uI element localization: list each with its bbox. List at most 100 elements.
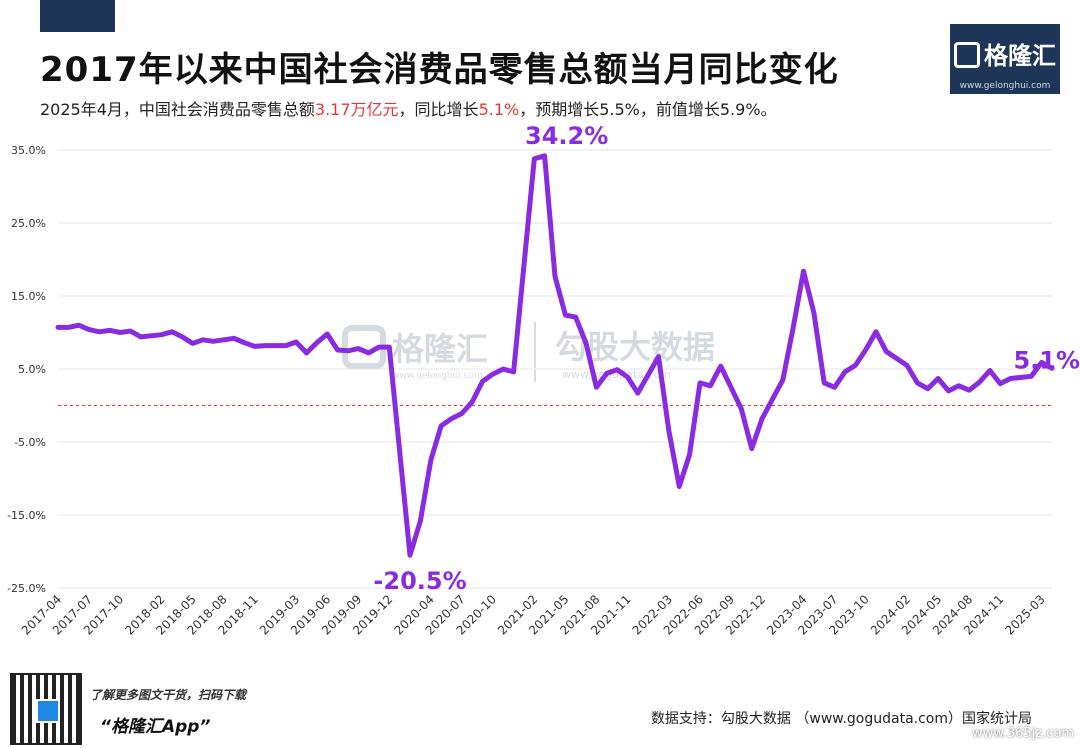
data-point bbox=[408, 553, 412, 557]
data-point bbox=[542, 154, 547, 158]
data-point bbox=[687, 452, 692, 457]
data-point bbox=[801, 269, 806, 273]
data-point bbox=[66, 325, 71, 330]
y-tick-label: 5.0% bbox=[18, 363, 46, 376]
data-point bbox=[563, 313, 568, 317]
data-point bbox=[294, 340, 298, 344]
data-point bbox=[480, 379, 485, 384]
data-point bbox=[491, 372, 495, 376]
data-point bbox=[812, 310, 816, 315]
data-point bbox=[977, 380, 982, 384]
data-source: 数据支持：勾股大数据 （www.gogudata.com）国家统计局 bbox=[650, 711, 1032, 727]
data-point bbox=[325, 332, 330, 336]
data-point bbox=[925, 386, 930, 391]
data-point bbox=[97, 329, 102, 334]
data-point bbox=[470, 400, 474, 404]
data-label: 5.1% bbox=[1013, 346, 1080, 374]
data-point bbox=[211, 339, 216, 344]
watermark: 格隆汇 www.gelonghui.com 勾股大数据 www.gogudata… bbox=[342, 322, 715, 382]
data-point bbox=[201, 338, 205, 342]
data-point bbox=[283, 343, 288, 348]
data-point bbox=[87, 327, 91, 332]
watermark-data: 勾股大数据 bbox=[555, 328, 715, 366]
data-point bbox=[377, 345, 381, 349]
data-point bbox=[366, 351, 371, 355]
data-point bbox=[698, 381, 702, 385]
data-point bbox=[884, 349, 889, 354]
footer-qr-caption: 了解更多图文干货，扫码下载 bbox=[90, 688, 247, 702]
data-point bbox=[387, 345, 392, 349]
data-point bbox=[428, 458, 433, 463]
data-point bbox=[107, 328, 112, 333]
data-point bbox=[511, 370, 516, 374]
y-tick-label: 25.0% bbox=[11, 217, 46, 230]
footer-app-name: “格隆汇App” bbox=[100, 717, 211, 737]
data-point bbox=[56, 325, 60, 330]
data-point bbox=[1008, 376, 1013, 381]
data-point bbox=[780, 378, 785, 382]
data-point bbox=[667, 429, 671, 433]
brand-name: 格隆汇 bbox=[950, 36, 1060, 71]
data-point bbox=[988, 368, 992, 373]
data-point bbox=[460, 411, 464, 416]
data-point bbox=[335, 348, 340, 352]
data-label: 34.2% bbox=[525, 122, 608, 150]
data-point bbox=[832, 385, 837, 390]
data-point bbox=[584, 341, 588, 346]
data-point bbox=[708, 383, 713, 388]
data-point bbox=[853, 363, 858, 368]
corner-tab bbox=[40, 0, 115, 32]
data-point bbox=[315, 340, 319, 345]
y-tick-label: -25.0% bbox=[7, 582, 46, 595]
brand-name-text: 格隆汇 bbox=[984, 42, 1056, 70]
watermark-brand-url: www.gelonghui.com bbox=[392, 371, 483, 381]
x-tick-label: 2025-03 bbox=[1002, 592, 1047, 637]
brand-url: www.gelonghui.com bbox=[959, 81, 1051, 91]
data-point bbox=[449, 416, 454, 421]
data-point bbox=[190, 341, 195, 346]
data-point bbox=[532, 156, 537, 161]
subtitle-value: 3.17万亿元 bbox=[314, 100, 399, 119]
y-tick-label: -5.0% bbox=[14, 436, 46, 449]
qr-code[interactable] bbox=[10, 673, 82, 745]
data-point bbox=[656, 354, 661, 359]
data-point bbox=[573, 315, 578, 319]
data-point bbox=[221, 338, 226, 342]
data-point bbox=[615, 367, 619, 372]
data-point bbox=[439, 424, 443, 428]
data-point bbox=[1029, 374, 1034, 379]
watermark-brand: 格隆汇 bbox=[392, 330, 488, 368]
data-point bbox=[957, 383, 961, 388]
chart-title: 2017年以来中国社会消费品零售总额当月同比变化 bbox=[40, 50, 839, 90]
data-point bbox=[760, 416, 764, 421]
data-point bbox=[749, 446, 754, 451]
data-point bbox=[170, 329, 174, 334]
data-point bbox=[1039, 360, 1044, 365]
data-point bbox=[739, 407, 744, 411]
subtitle-part1: 2025年4月，中国社会消费品零售总额 bbox=[40, 100, 315, 119]
data-point bbox=[905, 363, 909, 368]
data-point bbox=[791, 326, 795, 330]
data-point bbox=[625, 375, 630, 379]
data-point bbox=[118, 330, 122, 335]
data-point bbox=[604, 371, 609, 376]
data-point bbox=[936, 376, 940, 381]
data-point bbox=[418, 519, 423, 523]
data-point bbox=[822, 381, 827, 385]
data-point bbox=[718, 364, 723, 368]
data-point bbox=[304, 351, 309, 355]
data-point bbox=[729, 385, 733, 390]
data-point bbox=[874, 329, 878, 334]
subtitle-part3: ，预期增长5.5%，前值增长5.9%。 bbox=[519, 100, 777, 119]
y-tick-label: 15.0% bbox=[11, 290, 46, 303]
data-point bbox=[232, 336, 236, 341]
data-point bbox=[863, 348, 868, 352]
brand-logo: 格隆汇 www.gelonghui.com bbox=[950, 24, 1060, 94]
data-point bbox=[180, 335, 185, 339]
data-point bbox=[356, 346, 361, 351]
y-tick-label: 35.0% bbox=[11, 144, 46, 157]
data-point bbox=[76, 323, 81, 328]
subtitle-part2: ，同比增长 bbox=[398, 100, 479, 119]
data-point bbox=[967, 388, 971, 392]
